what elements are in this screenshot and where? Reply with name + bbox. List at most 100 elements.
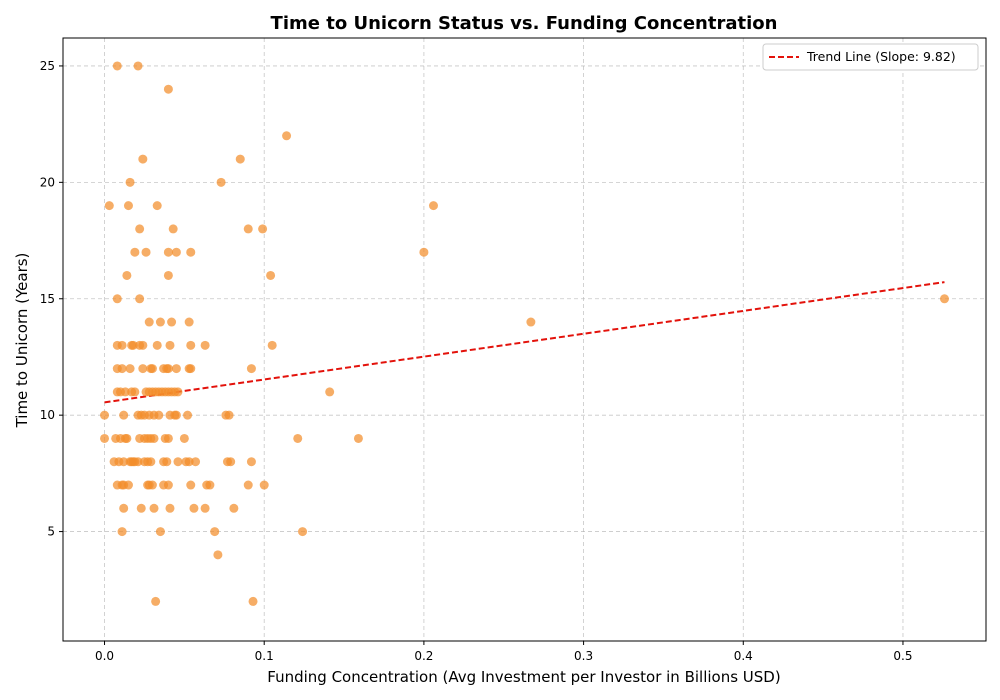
data-point bbox=[173, 387, 183, 397]
data-point bbox=[130, 247, 140, 257]
plot-frame bbox=[62, 37, 987, 642]
data-point bbox=[122, 270, 132, 280]
data-point bbox=[138, 340, 148, 350]
data-point bbox=[165, 340, 175, 350]
data-point bbox=[171, 410, 181, 420]
data-point bbox=[122, 433, 132, 443]
data-point bbox=[246, 364, 256, 374]
data-point bbox=[213, 550, 223, 560]
data-point bbox=[282, 131, 292, 141]
x-axis-label: Funding Concentration (Avg Investment pe… bbox=[267, 668, 780, 686]
data-point bbox=[155, 317, 165, 327]
data-point bbox=[186, 480, 196, 490]
data-point bbox=[189, 503, 199, 513]
data-point bbox=[141, 247, 151, 257]
x-tick-label: 0.0 bbox=[95, 649, 114, 663]
data-point bbox=[117, 364, 127, 374]
data-point bbox=[123, 201, 133, 211]
data-point bbox=[171, 364, 181, 374]
data-point bbox=[151, 596, 161, 606]
data-point bbox=[167, 317, 177, 327]
data-point bbox=[173, 457, 183, 467]
data-point bbox=[216, 177, 226, 187]
data-point bbox=[119, 410, 129, 420]
data-point bbox=[163, 84, 173, 94]
data-point bbox=[419, 247, 429, 257]
data-point bbox=[138, 154, 148, 164]
y-tick-label: 25 bbox=[40, 59, 55, 73]
data-point bbox=[259, 480, 269, 490]
data-point bbox=[149, 433, 159, 443]
data-point bbox=[205, 480, 215, 490]
data-point bbox=[179, 433, 189, 443]
y-tick-label: 10 bbox=[40, 408, 55, 422]
data-point bbox=[248, 596, 258, 606]
data-point bbox=[147, 364, 157, 374]
y-axis-label: Time to Unicorn (Years) bbox=[13, 253, 31, 429]
data-point bbox=[155, 527, 165, 537]
data-point bbox=[123, 480, 133, 490]
data-point bbox=[135, 294, 145, 304]
data-point bbox=[186, 340, 196, 350]
data-point bbox=[130, 387, 140, 397]
data-point bbox=[325, 387, 335, 397]
data-point bbox=[191, 457, 201, 467]
data-point bbox=[184, 457, 194, 467]
data-point bbox=[162, 457, 172, 467]
data-point bbox=[163, 270, 173, 280]
data-point bbox=[135, 224, 145, 234]
data-point bbox=[200, 503, 210, 513]
x-tick-label: 0.4 bbox=[734, 649, 753, 663]
grid-layer bbox=[63, 38, 986, 641]
data-point bbox=[267, 340, 277, 350]
data-point bbox=[298, 527, 308, 537]
data-point bbox=[235, 154, 245, 164]
x-tick-label: 0.2 bbox=[414, 649, 433, 663]
data-point bbox=[119, 503, 129, 513]
data-point bbox=[117, 527, 127, 537]
points-layer bbox=[100, 61, 949, 606]
data-point bbox=[428, 201, 438, 211]
data-point bbox=[125, 177, 135, 187]
y-tick-label: 20 bbox=[40, 175, 55, 189]
data-point bbox=[186, 364, 196, 374]
x-tick-label: 0.3 bbox=[574, 649, 593, 663]
data-point bbox=[266, 270, 276, 280]
x-tick-label: 0.5 bbox=[893, 649, 912, 663]
data-point bbox=[165, 503, 175, 513]
data-point bbox=[138, 364, 148, 374]
y-tick-label: 5 bbox=[47, 525, 55, 539]
data-point bbox=[939, 294, 949, 304]
data-point bbox=[229, 503, 239, 513]
data-point bbox=[226, 457, 236, 467]
data-point bbox=[183, 410, 193, 420]
data-point bbox=[163, 364, 173, 374]
data-point bbox=[146, 457, 156, 467]
data-point bbox=[104, 201, 114, 211]
legend: Trend Line (Slope: 9.82) bbox=[762, 43, 979, 71]
data-point bbox=[163, 247, 173, 257]
data-point bbox=[100, 433, 110, 443]
data-point bbox=[210, 527, 220, 537]
data-point bbox=[149, 503, 159, 513]
data-point bbox=[133, 61, 143, 71]
data-point bbox=[144, 317, 154, 327]
data-point bbox=[154, 410, 164, 420]
data-point bbox=[112, 294, 122, 304]
data-point bbox=[117, 340, 127, 350]
data-point bbox=[136, 503, 146, 513]
data-point bbox=[246, 457, 256, 467]
data-point bbox=[147, 480, 157, 490]
data-point bbox=[128, 340, 138, 350]
data-point bbox=[152, 201, 162, 211]
chart-title: Time to Unicorn Status vs. Funding Conce… bbox=[271, 13, 778, 34]
y-tick-label: 15 bbox=[40, 292, 55, 306]
trend-layer bbox=[104, 281, 945, 404]
data-point bbox=[243, 224, 253, 234]
data-point bbox=[258, 224, 268, 234]
data-point bbox=[163, 433, 173, 443]
data-point bbox=[120, 387, 130, 397]
data-point bbox=[112, 61, 122, 71]
legend-trend-label: Trend Line (Slope: 9.82) bbox=[806, 49, 956, 64]
